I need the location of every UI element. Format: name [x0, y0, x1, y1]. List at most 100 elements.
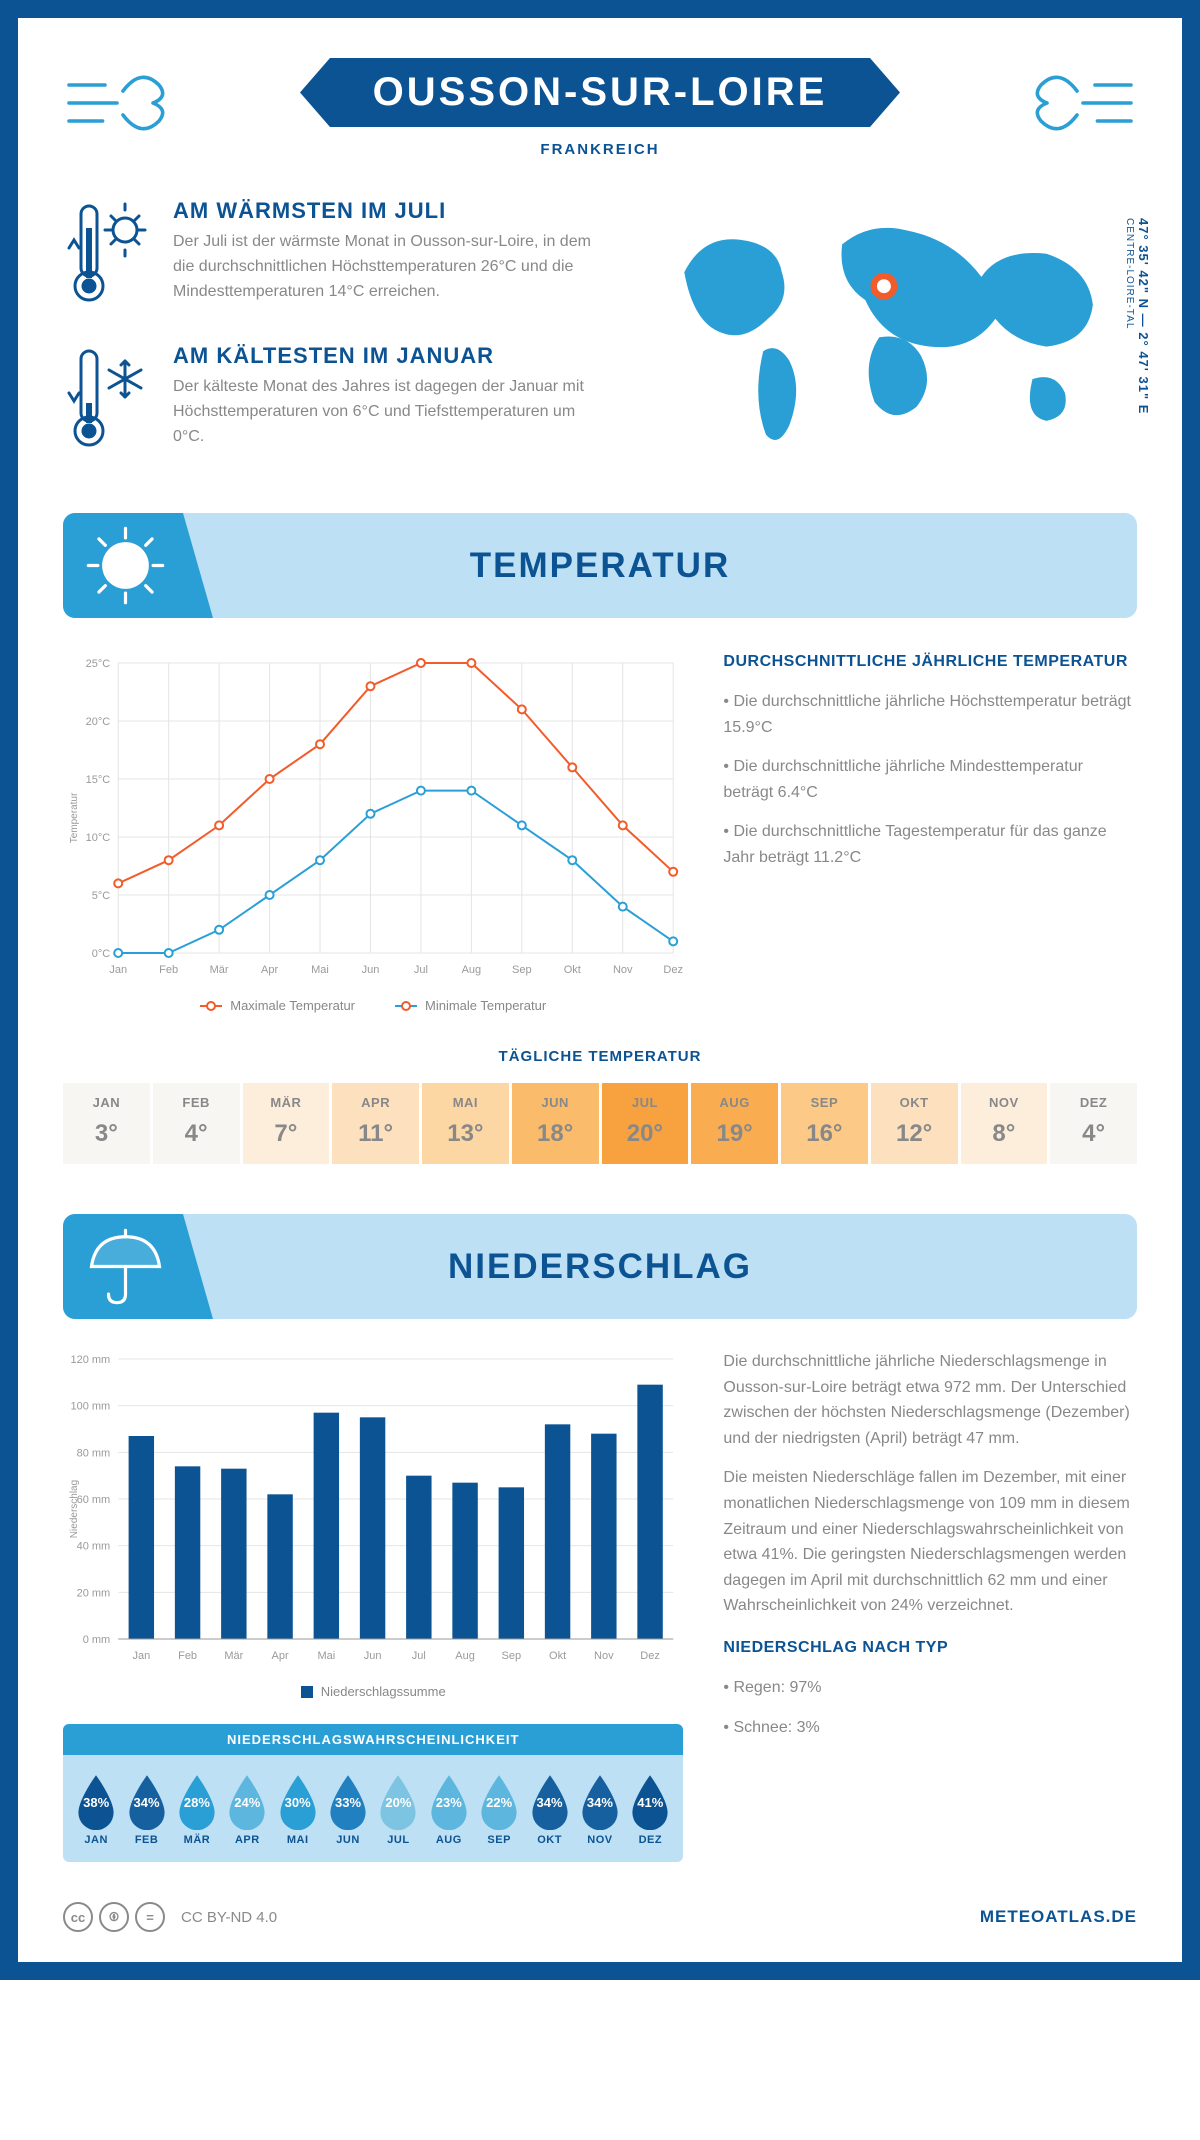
svg-text:80 mm: 80 mm: [77, 1447, 111, 1459]
daily-temp-cell: JUN18°: [512, 1083, 599, 1164]
region-label: CENTRE-LOIRE-TAL: [1124, 218, 1135, 329]
svg-text:Feb: Feb: [159, 964, 178, 976]
daily-temp-cell: SEP16°: [781, 1083, 868, 1164]
temp-summary-heading: DURCHSCHNITTLICHE JÄHRLICHE TEMPERATUR: [723, 653, 1137, 671]
daily-temp-cell: DEZ4°: [1050, 1083, 1137, 1164]
svg-text:Nov: Nov: [613, 964, 633, 976]
svg-text:Mär: Mär: [210, 964, 229, 976]
svg-text:Niederschlag: Niederschlag: [69, 1480, 80, 1538]
nd-icon: =: [135, 1902, 165, 1932]
svg-text:Jun: Jun: [364, 1650, 382, 1662]
daily-temp-heading: TÄGLICHE TEMPERATUR: [63, 1048, 1137, 1065]
probability-drop: 24%APR: [222, 1773, 272, 1846]
cc-icon: cc: [63, 1902, 93, 1932]
probability-drop: 34%FEB: [121, 1773, 171, 1846]
header: OUSSON-SUR-LOIRE FRANKREICH: [63, 58, 1137, 158]
daily-temp-cell: AUG19°: [691, 1083, 778, 1164]
daily-temp-cell: OKT12°: [871, 1083, 958, 1164]
license-text: CC BY-ND 4.0: [181, 1909, 277, 1926]
legend-max: Maximale Temperatur: [230, 998, 355, 1013]
svg-text:Sep: Sep: [512, 964, 532, 976]
fact-cold-title: AM KÄLTESTEN IM JANUAR: [173, 343, 610, 369]
probability-drop: 38%JAN: [71, 1773, 121, 1846]
svg-text:0 mm: 0 mm: [83, 1634, 111, 1646]
svg-text:40 mm: 40 mm: [77, 1541, 111, 1553]
precipitation-bar-chart: 0 mm 20 mm 40 mm 60 mm 80 mm 100 mm 120 mm Nied…: [63, 1349, 683, 1669]
probability-drop: 23%AUG: [424, 1773, 474, 1846]
type-bullet: Schnee: 3%: [723, 1715, 1137, 1741]
site-name: METEOATLAS.DE: [980, 1907, 1137, 1927]
probability-drop: 20%JUL: [373, 1773, 423, 1846]
world-map: [640, 198, 1137, 458]
daily-temp-cell: JUL20°: [602, 1083, 689, 1164]
summary-bullet: Die durchschnittliche Tagestemperatur fü…: [723, 819, 1137, 870]
svg-text:100 mm: 100 mm: [70, 1401, 110, 1413]
svg-text:Jul: Jul: [412, 1650, 426, 1662]
page-title: OUSSON-SUR-LOIRE: [300, 58, 900, 127]
coordinates: 47° 35' 42" N — 2° 47' 31" E: [1136, 218, 1151, 414]
section-header-temp: TEMPERATUR: [63, 513, 1137, 618]
fact-cold: AM KÄLTESTEN IM JANUAR Der kälteste Mona…: [63, 343, 610, 453]
summary-bullet: Die durchschnittliche jährliche Höchstte…: [723, 689, 1137, 740]
sun-icon: [83, 523, 168, 608]
probability-panel: NIEDERSCHLAGSWAHRSCHEINLICHKEIT 38%JAN34…: [63, 1724, 683, 1862]
daily-temp-cell: APR11°: [332, 1083, 419, 1164]
temp-summary-list: Die durchschnittliche jährliche Höchstte…: [723, 689, 1137, 871]
precip-legend: Niederschlagssumme: [63, 1684, 683, 1699]
probability-heading: NIEDERSCHLAGSWAHRSCHEINLICHKEIT: [63, 1724, 683, 1755]
svg-text:60 mm: 60 mm: [77, 1494, 111, 1506]
license: cc 🅯 = CC BY-ND 4.0: [63, 1902, 277, 1932]
legend-min: Minimale Temperatur: [425, 998, 546, 1013]
umbrella-icon: [83, 1224, 168, 1309]
svg-text:Jun: Jun: [362, 964, 380, 976]
probability-drop: 28%MÄR: [172, 1773, 222, 1846]
temperature-line-chart: 0°C5°C10°C15°C20°C25°CJanFebMärAprMaiJun…: [63, 653, 683, 983]
by-icon: 🅯: [99, 1902, 129, 1932]
subtitle: FRANKREICH: [183, 141, 1017, 158]
fact-hot-text: Der Juli ist der wärmste Monat in Ousson…: [173, 230, 610, 304]
temp-legend: .legend-swatch:nth-child(1)::after{borde…: [63, 998, 683, 1013]
svg-text:Jan: Jan: [132, 1650, 150, 1662]
svg-text:10°C: 10°C: [86, 832, 111, 844]
fact-hot: AM WÄRMSTEN IM JULI Der Juli ist der wär…: [63, 198, 610, 308]
svg-text:20 mm: 20 mm: [77, 1587, 111, 1599]
fact-hot-title: AM WÄRMSTEN IM JULI: [173, 198, 610, 224]
page: OUSSON-SUR-LOIRE FRANKREICH: [0, 0, 1200, 1980]
svg-text:25°C: 25°C: [86, 658, 111, 670]
precip-heading: NIEDERSCHLAG: [448, 1247, 752, 1287]
summary-bullet: Die durchschnittliche jährliche Mindestt…: [723, 754, 1137, 805]
daily-temp-cell: FEB4°: [153, 1083, 240, 1164]
precip-type-heading: NIEDERSCHLAG NACH TYP: [723, 1639, 1137, 1657]
svg-text:120 mm: 120 mm: [70, 1354, 110, 1366]
svg-text:Apr: Apr: [272, 1650, 289, 1662]
svg-text:Dez: Dez: [663, 964, 683, 976]
probability-drop: 34%OKT: [524, 1773, 574, 1846]
probability-drop: 34%NOV: [575, 1773, 625, 1846]
precip-text-1: Die durchschnittliche jährliche Niedersc…: [723, 1349, 1137, 1451]
probability-drop: 30%MAI: [273, 1773, 323, 1846]
svg-text:5°C: 5°C: [92, 890, 111, 902]
intro: AM WÄRMSTEN IM JULI Der Juli ist der wär…: [63, 198, 1137, 488]
daily-temp-cell: NOV8°: [961, 1083, 1048, 1164]
section-header-precip: NIEDERSCHLAG: [63, 1214, 1137, 1319]
svg-text:Dez: Dez: [640, 1650, 660, 1662]
svg-text:Jul: Jul: [414, 964, 428, 976]
daily-temp-cell: JAN3°: [63, 1083, 150, 1164]
daily-temp-cell: MÄR7°: [243, 1083, 330, 1164]
thermometer-sun-icon: [63, 198, 153, 308]
svg-text:Feb: Feb: [178, 1650, 197, 1662]
svg-text:Mai: Mai: [317, 1650, 335, 1662]
probability-drop: 22%SEP: [474, 1773, 524, 1846]
thermometer-snow-icon: [63, 343, 153, 453]
svg-text:Mär: Mär: [224, 1650, 243, 1662]
svg-text:Okt: Okt: [564, 964, 581, 976]
probability-drop: 33%JUN: [323, 1773, 373, 1846]
svg-text:Jan: Jan: [109, 964, 127, 976]
daily-temp-cell: MAI13°: [422, 1083, 509, 1164]
probability-drop: 41%DEZ: [625, 1773, 675, 1846]
legend-precip: Niederschlagssumme: [321, 1684, 446, 1699]
svg-text:Apr: Apr: [261, 964, 278, 976]
svg-text:Aug: Aug: [462, 964, 482, 976]
temp-heading: TEMPERATUR: [470, 546, 730, 586]
svg-text:Mai: Mai: [311, 964, 329, 976]
